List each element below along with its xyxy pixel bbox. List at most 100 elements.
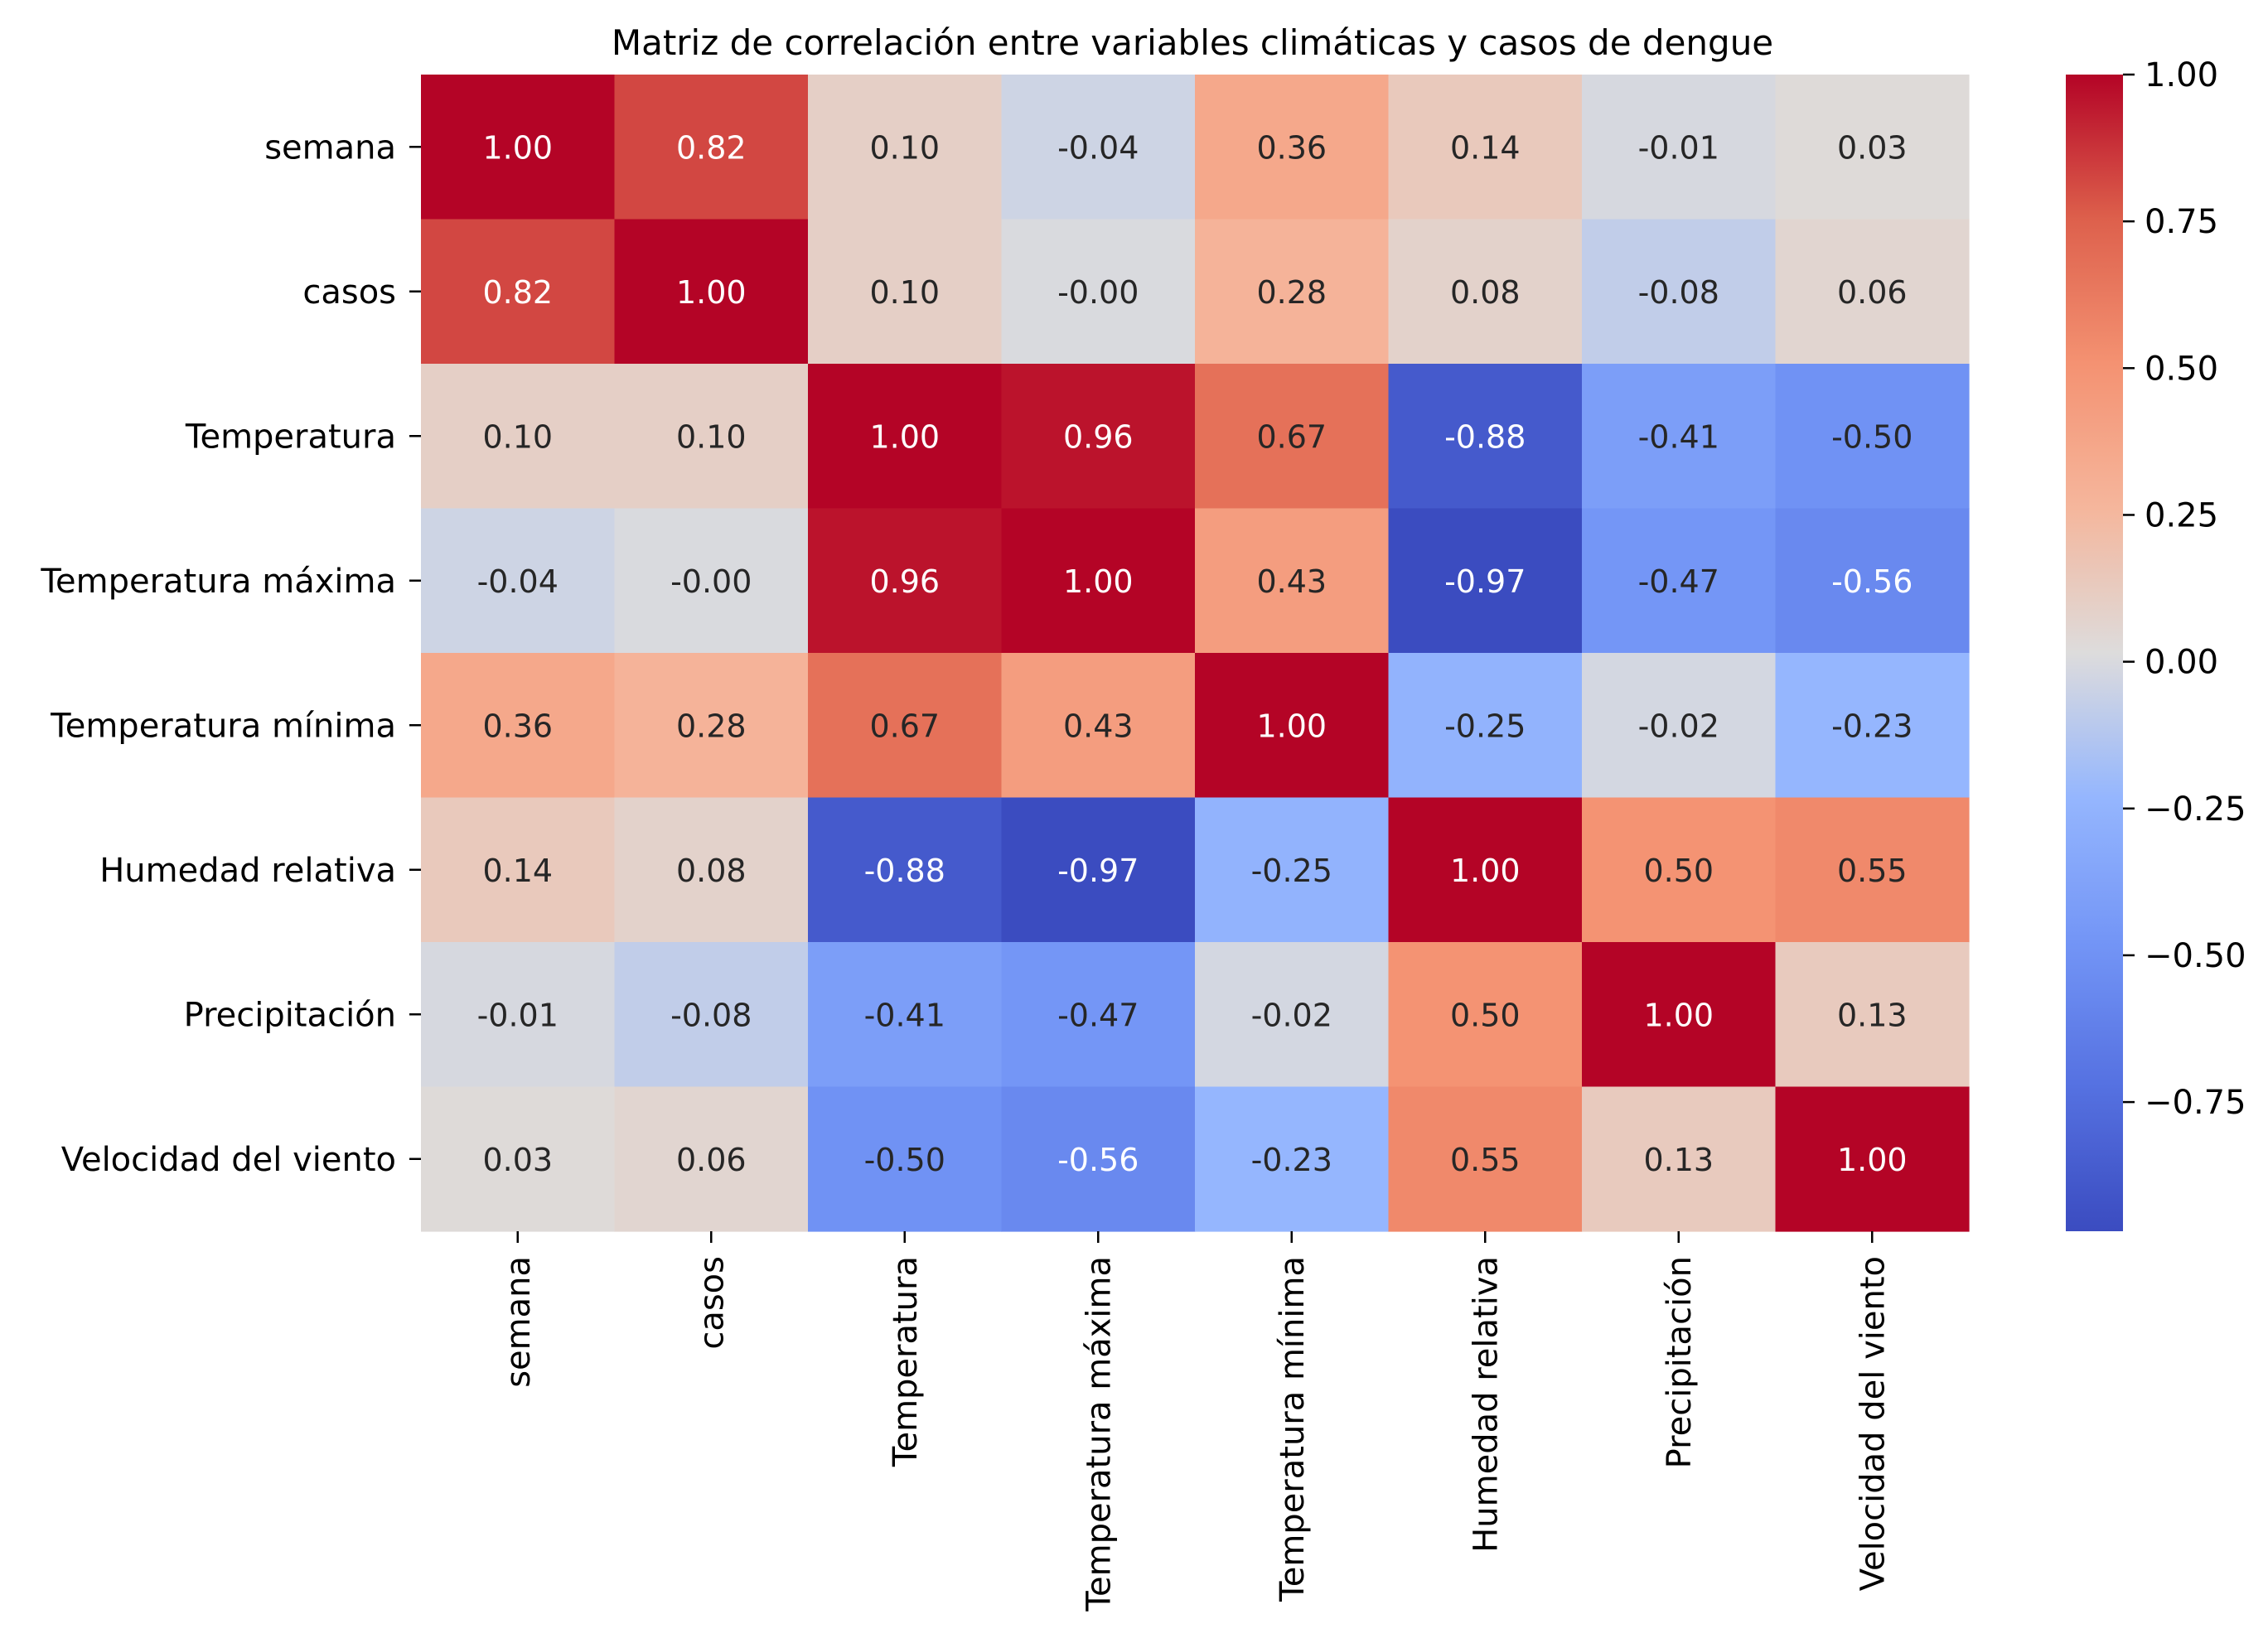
cell-value-label-r6-c2: -0.41	[864, 997, 945, 1033]
cell-value-label-r4-c0: 0.36	[482, 708, 553, 744]
heatmap-cell-r5-c5	[1388, 797, 1583, 943]
cell-value-label-r2-c1: 0.10	[676, 418, 747, 455]
cell-value-label-r7-c2: -0.50	[864, 1142, 945, 1178]
heatmap-cell-r0-c0	[421, 75, 616, 220]
cell-value-label-r7-c3: -0.56	[1057, 1142, 1139, 1178]
col-label-5: Humedad relativa	[1467, 1256, 1505, 1553]
col-label-2: Temperatura	[887, 1256, 925, 1467]
heatmap-cell-r6-c5	[1388, 942, 1583, 1088]
cell-value-label-r4-c7: -0.23	[1831, 708, 1913, 744]
heatmap-cells: 1.00 0.82 0.10 -0.04 0.36 0.14 -0.01 0.03 0.82 1.…	[421, 75, 1970, 1232]
cell-value-label-r6-c0: -0.01	[477, 997, 559, 1033]
row-label-0: semana	[264, 128, 396, 167]
heatmap-cell-r4-c1	[614, 653, 809, 799]
cell-value-label-r6-c3: -0.47	[1057, 997, 1139, 1033]
cell-value-label-r3-c5: -0.97	[1444, 563, 1526, 600]
cell-value-label-r3-c7: -0.56	[1831, 563, 1913, 600]
cell-value-label-r4-c3: 0.43	[1063, 708, 1134, 744]
cell-value-label-r4-c4: 1.00	[1256, 708, 1327, 744]
heatmap-cell-r7-c3	[1001, 1086, 1196, 1232]
heatmap-cell-r4-c7	[1775, 653, 1970, 799]
row-label-2: Temperatura	[185, 418, 396, 456]
cell-value-label-r6-c1: -0.08	[670, 997, 752, 1033]
cell-value-label-r3-c1: -0.00	[670, 563, 752, 600]
row-label-1: casos	[302, 273, 396, 312]
heatmap-cell-r7-c4	[1195, 1086, 1390, 1232]
cell-value-label-r4-c5: -0.25	[1444, 708, 1526, 744]
cell-value-label-r1-c2: 0.10	[869, 274, 940, 311]
heatmap-cell-r1-c7	[1775, 219, 1970, 365]
heatmap-cell-r3-c3	[1001, 508, 1196, 654]
cell-value-label-r5-c1: 0.08	[676, 853, 747, 889]
row-label-7: Velocidad del viento	[61, 1141, 396, 1179]
cell-value-label-r1-c7: 0.06	[1837, 274, 1908, 311]
heatmap-cell-r2-c4	[1195, 364, 1390, 510]
cell-value-label-r5-c7: 0.55	[1837, 853, 1908, 889]
heatmap-cell-r6-c4	[1195, 942, 1390, 1088]
cell-value-label-r3-c0: -0.04	[477, 563, 559, 600]
heatmap-cell-r5-c4	[1195, 797, 1390, 943]
cell-value-label-r5-c2: -0.88	[864, 853, 945, 889]
heatmap-cell-r4-c6	[1582, 653, 1777, 799]
heatmap-cell-r1-c4	[1195, 219, 1390, 365]
heatmap-cell-r7-c7	[1775, 1086, 1970, 1232]
cell-value-label-r3-c2: 0.96	[869, 563, 940, 600]
heatmap-cell-r2-c5	[1388, 364, 1583, 510]
cell-value-label-r0-c4: 0.36	[1256, 129, 1327, 166]
heatmap-cell-r4-c5	[1388, 653, 1583, 799]
heatmap-cell-r2-c1	[614, 364, 809, 510]
heatmap-cell-r0-c6	[1582, 75, 1777, 220]
cell-value-label-r2-c5: -0.88	[1444, 418, 1526, 455]
cell-value-label-r0-c3: -0.04	[1057, 129, 1139, 166]
cell-value-label-r3-c4: 0.43	[1256, 563, 1327, 600]
colorbar-tick-label-1: 0.75	[2145, 203, 2218, 241]
colorbar-tick-label-7: −0.75	[2145, 1084, 2246, 1122]
heatmap-cell-r4-c2	[808, 653, 1003, 799]
heatmap-cell-r0-c7	[1775, 75, 1970, 220]
cell-value-label-r1-c4: 0.28	[1256, 274, 1327, 311]
heatmap-cell-r1-c2	[808, 219, 1003, 365]
colorbar-tick-label-5: −0.25	[2145, 790, 2246, 829]
cell-value-label-r7-c1: 0.06	[676, 1142, 747, 1178]
heatmap-cell-r2-c0	[421, 364, 616, 510]
heatmap-cell-r0-c4	[1195, 75, 1390, 220]
cell-value-label-r6-c5: 0.50	[1450, 997, 1521, 1033]
cell-value-label-r2-c7: -0.50	[1831, 418, 1913, 455]
col-label-1: casos	[693, 1256, 731, 1350]
cell-value-label-r0-c5: 0.14	[1450, 129, 1521, 166]
heatmap-cell-r7-c2	[808, 1086, 1003, 1232]
cell-value-label-r4-c2: 0.67	[869, 708, 940, 744]
heatmap-cell-r7-c0	[421, 1086, 616, 1232]
row-label-5: Humedad relativa	[99, 852, 396, 890]
cell-value-label-r5-c6: 0.50	[1643, 853, 1714, 889]
heatmap-cell-r0-c1	[614, 75, 809, 220]
col-label-0: semana	[500, 1256, 538, 1388]
col-label-6: Precipitación	[1661, 1256, 1699, 1468]
cell-value-label-r1-c6: -0.08	[1638, 274, 1719, 311]
heatmap-cell-r5-c3	[1001, 797, 1196, 943]
cell-value-label-r6-c4: -0.02	[1251, 997, 1332, 1033]
heatmap-cell-r1-c1	[614, 219, 809, 365]
col-label-4: Temperatura mínima	[1274, 1256, 1312, 1602]
cell-value-label-r1-c3: -0.00	[1057, 274, 1139, 311]
cell-value-label-r0-c1: 0.82	[676, 129, 747, 166]
cell-value-label-r4-c6: -0.02	[1638, 708, 1719, 744]
heatmap-cell-r3-c0	[421, 508, 616, 654]
cell-value-label-r0-c2: 0.10	[869, 129, 940, 166]
heatmap-cell-r0-c2	[808, 75, 1003, 220]
heatmap-cell-r3-c5	[1388, 508, 1583, 654]
row-label-3: Temperatura máxima	[40, 563, 396, 601]
heatmap-cell-r1-c5	[1388, 219, 1583, 365]
colorbar: 1.00 0.75 0.50 0.25 0.00 −0.25 −0.50 −0.75	[2066, 56, 2246, 1231]
chart-title: Matriz de correlación entre variables cl…	[612, 22, 1773, 63]
row-label-4: Temperatura mínima	[50, 707, 396, 745]
cell-value-label-r3-c6: -0.47	[1638, 563, 1719, 600]
cell-value-label-r5-c0: 0.14	[482, 853, 553, 889]
row-label-6: Precipitación	[184, 996, 396, 1034]
cell-value-label-r0-c6: -0.01	[1638, 129, 1719, 166]
cell-value-label-r4-c1: 0.28	[676, 708, 747, 744]
cell-value-label-r2-c0: 0.10	[482, 418, 553, 455]
heatmap-cell-r3-c1	[614, 508, 809, 654]
cell-value-label-r5-c3: -0.97	[1057, 853, 1139, 889]
